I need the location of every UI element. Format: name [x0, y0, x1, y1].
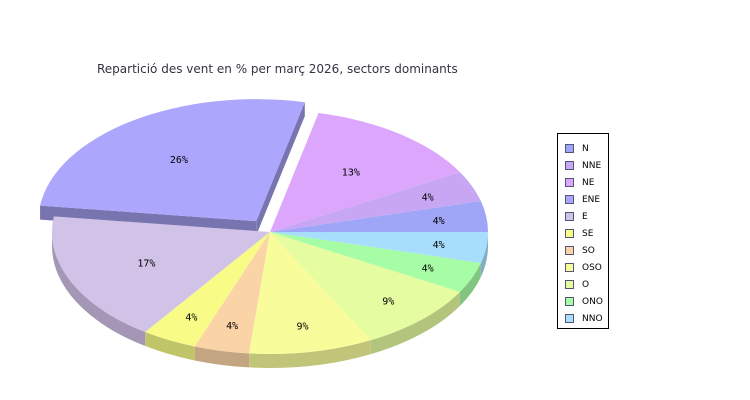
pie-slice-so — [194, 232, 270, 354]
legend-label: NNE — [582, 160, 602, 171]
legend-swatch — [565, 161, 574, 170]
legend-label: ONO — [582, 296, 603, 307]
legend-swatch — [565, 144, 574, 153]
pie-slice-nno — [270, 232, 488, 263]
legend-label: N — [582, 143, 589, 154]
legend-item-ne: NE — [558, 174, 608, 191]
legend-label: E — [582, 211, 588, 222]
legend-item-ene: ENE — [558, 191, 608, 208]
data-label-ene: 26% — [170, 155, 188, 166]
legend-item-oso: OSO — [558, 259, 608, 276]
pie-wall-so — [194, 346, 250, 368]
legend-label: NNO — [582, 313, 603, 324]
pie-slice-o — [270, 232, 460, 341]
pie-wall-oso — [249, 340, 371, 368]
data-label-so: 4% — [226, 321, 238, 332]
data-label-ono: 4% — [422, 264, 434, 275]
data-label-o: 9% — [382, 296, 394, 307]
chart-legend: N NNE NE ENE E SE SO OSO O ONO NNO — [557, 133, 609, 329]
pie-slice-ono — [270, 232, 481, 292]
chart-title: Repartició des vent en % per març 2026, … — [97, 62, 458, 76]
pie-data-labels: 4% 4% 13% 26% 17% 4% 4% 9% 9% 4% 4% — [137, 155, 444, 332]
data-label-nno: 4% — [433, 240, 445, 251]
legend-swatch — [565, 229, 574, 238]
legend-item-n: N — [558, 140, 608, 157]
legend-item-se: SE — [558, 225, 608, 242]
data-label-se: 4% — [185, 312, 197, 323]
legend-swatch — [565, 212, 574, 221]
pie-wall-nno — [480, 232, 488, 277]
legend-label: ENE — [582, 194, 601, 205]
legend-item-nne: NNE — [558, 157, 608, 174]
data-label-n: 4% — [433, 216, 445, 227]
pie-slice-ne — [270, 113, 460, 232]
legend-label: OSO — [582, 262, 602, 273]
pie-slice-se — [145, 232, 270, 347]
legend-item-o: O — [558, 276, 608, 293]
legend-swatch — [565, 297, 574, 306]
legend-swatch — [565, 280, 574, 289]
pie-wall-e — [52, 232, 146, 347]
pie-wall-se — [145, 332, 195, 361]
data-label-ne: 13% — [342, 167, 360, 178]
pie-slice-oso — [249, 232, 371, 354]
legend-label: SE — [582, 228, 594, 239]
legend-swatch — [565, 178, 574, 187]
pie-slice-n — [270, 201, 488, 232]
legend-label: O — [582, 279, 590, 290]
data-label-nne: 4% — [422, 192, 434, 203]
legend-item-nno: NNO — [558, 310, 608, 327]
legend-item-ono: ONO — [558, 293, 608, 310]
pie-slice-ene — [40, 99, 305, 222]
pie-cut-face — [256, 102, 305, 236]
pie-wall-o — [370, 291, 460, 355]
legend-swatch — [565, 263, 574, 272]
pie-wall-ono — [459, 262, 481, 306]
legend-swatch — [565, 246, 574, 255]
legend-swatch — [565, 195, 574, 204]
legend-label: NE — [582, 177, 595, 188]
pie-slice-nne — [270, 172, 481, 232]
legend-label: SO — [582, 245, 595, 256]
pie-slices — [40, 99, 488, 354]
legend-item-e: E — [558, 208, 608, 225]
data-label-e: 17% — [137, 259, 155, 270]
legend-swatch — [565, 314, 574, 323]
pie-slice-e — [51, 216, 270, 333]
pie-depth-walls — [40, 102, 488, 368]
data-label-oso: 9% — [296, 321, 308, 332]
legend-item-so: SO — [558, 242, 608, 259]
